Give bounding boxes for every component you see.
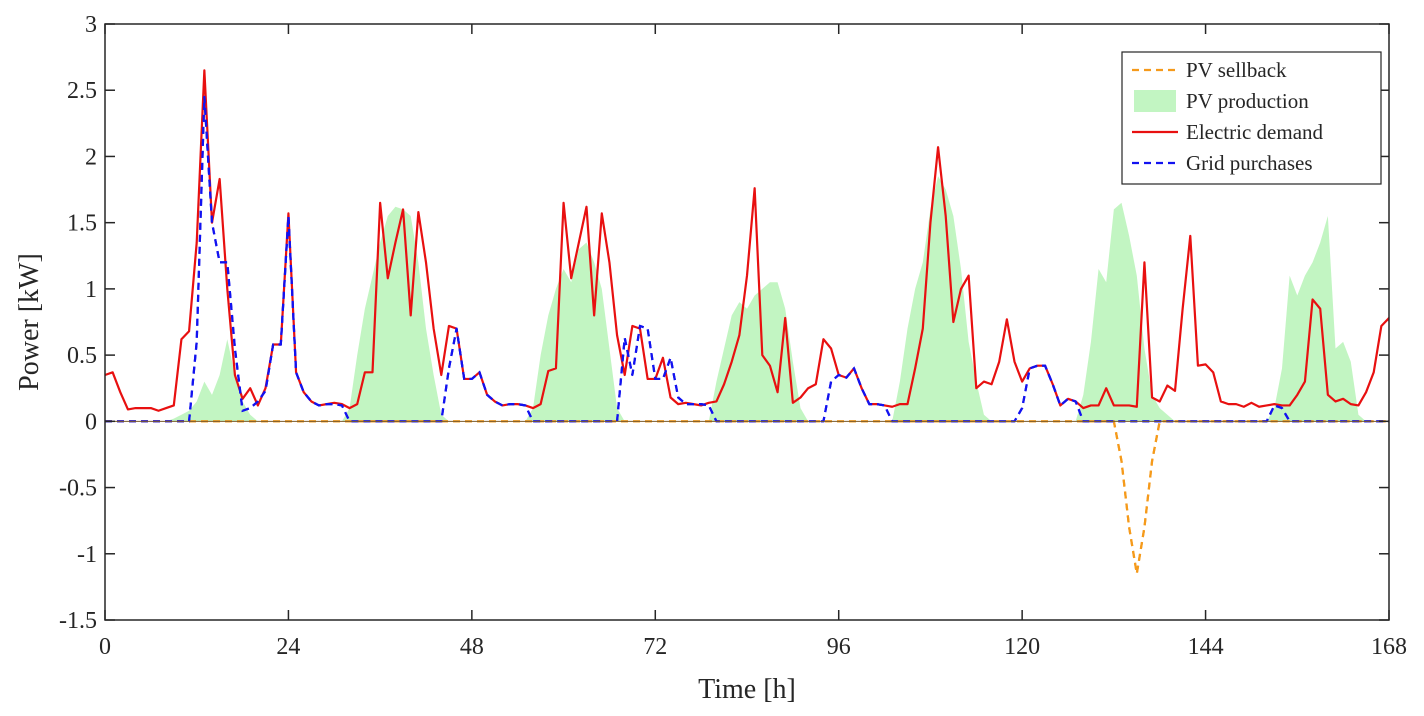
legend-swatch-pv-production	[1134, 90, 1176, 112]
pv-sellback-line-top	[105, 420, 1389, 574]
legend: PV sellback PV production Electric demand G…	[1121, 51, 1382, 185]
x-tick-label: 96	[827, 634, 851, 660]
y-tick-label: 1	[85, 277, 97, 303]
y-tick-label: 2	[85, 144, 97, 170]
pv-production-area	[105, 176, 1367, 422]
x-tick-label: 120	[1004, 634, 1040, 660]
tick-layer: 0 24 48 72 96 120 144 168 -1.5 -1 -0.5 0 0.5 1 1.5 2 2.5…	[59, 12, 1407, 660]
y-tick-label: -1.5	[59, 608, 97, 634]
x-axis-title: Time [h]	[698, 674, 796, 705]
x-tick-label: 168	[1371, 634, 1407, 660]
legend-label-pv-production: PV production	[1186, 89, 1309, 113]
y-tick-label: 0	[85, 409, 97, 435]
y-tick-label: -0.5	[59, 476, 97, 502]
y-axis-title: Power [kW]	[14, 253, 45, 391]
legend-box	[1121, 51, 1382, 185]
y-tick-label: 1.5	[67, 211, 97, 237]
y-tick-label: 3	[85, 12, 97, 38]
y-tick-label: 0.5	[67, 343, 97, 369]
pv-sellback-line	[105, 420, 1389, 575]
x-tick-label: 72	[643, 634, 667, 660]
x-tick-label: 48	[460, 634, 484, 660]
series-group	[105, 69, 1389, 575]
x-tick-label: 24	[276, 634, 300, 660]
plot-frame	[104, 23, 1390, 621]
legend-label-pv-sellback: PV sellback	[1186, 58, 1287, 82]
y-tick-label: -1	[77, 542, 97, 568]
legend-label-electric-demand: Electric demand	[1186, 120, 1324, 144]
plot-layer	[105, 69, 1389, 575]
x-tick-label: 144	[1188, 634, 1224, 660]
y-tick-label: 2.5	[67, 78, 97, 104]
x-tick-label: 0	[99, 634, 111, 660]
legend-label-grid-purchases: Grid purchases	[1186, 151, 1313, 175]
